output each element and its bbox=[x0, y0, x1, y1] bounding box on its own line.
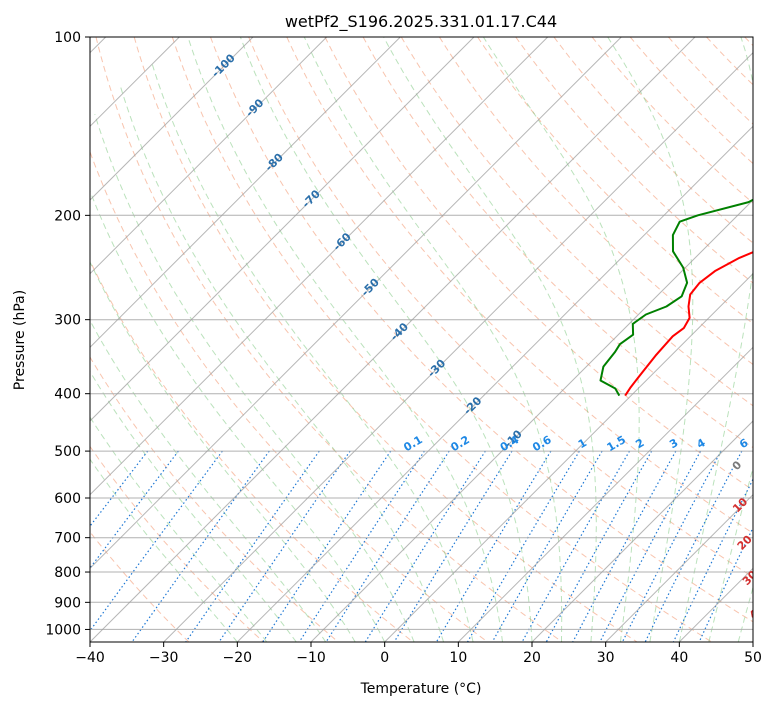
moist-adiabat-line bbox=[239, 37, 533, 642]
isotherm-line bbox=[384, 272, 753, 642]
mixing-ratio-line bbox=[521, 450, 631, 642]
dry-adiabat-line bbox=[553, 37, 753, 244]
dry-adiabat-line bbox=[171, 37, 712, 642]
y-tick-label: 800 bbox=[54, 565, 81, 581]
isotherm-line bbox=[90, 37, 401, 349]
y-axis-ticks: 100 200 300 400 500 600 700 800 900 1000 bbox=[45, 30, 90, 638]
moist-adiabat-line bbox=[303, 37, 563, 642]
profile-lines bbox=[599, 198, 753, 397]
dry-adiabat-line bbox=[210, 37, 753, 623]
x-tick-label: 0 bbox=[380, 650, 389, 666]
mixing-ratio-lines bbox=[90, 450, 753, 642]
moist-adiabat-line bbox=[150, 61, 474, 642]
dry-adiabat-line bbox=[400, 37, 753, 407]
moist-adiabat-line bbox=[607, 37, 694, 642]
temperature-profile-line bbox=[624, 251, 753, 397]
x-tick-label: −30 bbox=[149, 650, 179, 666]
dry-adiabat-line bbox=[90, 259, 414, 642]
mixing-ratio-line bbox=[185, 450, 320, 642]
x-axis-label: Temperature (°C) bbox=[360, 681, 482, 697]
mixing-ratio-line bbox=[572, 450, 677, 642]
dewpoint-profile-line bbox=[599, 198, 753, 397]
y-tick-label: 300 bbox=[54, 313, 81, 329]
isotherm-line bbox=[90, 37, 328, 275]
moist-adiabat-line bbox=[94, 114, 415, 642]
mixing-ratio-line bbox=[466, 450, 580, 642]
x-tick-label: −40 bbox=[75, 650, 105, 666]
isotherm-line bbox=[90, 37, 549, 496]
isotherm-line bbox=[90, 37, 254, 201]
axes-frame bbox=[89, 36, 754, 643]
plot-area: -100-90-80-70-60-50-40-30-20-100.1 0.2 0.4… bbox=[90, 37, 767, 642]
isotherm-line bbox=[90, 37, 622, 570]
x-tick-label: −20 bbox=[223, 650, 253, 666]
dry-adiabat-line bbox=[248, 37, 753, 578]
moist-adiabat-line bbox=[119, 83, 445, 642]
x-axis-ticks: −40 −30 −20 −10 0 10 20 30 40 50 bbox=[75, 642, 762, 666]
isotherm-line bbox=[605, 493, 753, 642]
moist-adiabat-label: 40 bbox=[747, 602, 767, 622]
moist-adiabat-line bbox=[737, 585, 753, 642]
y-tick-label: 700 bbox=[54, 531, 81, 547]
isotherm-line bbox=[90, 37, 475, 422]
skewed-isotherms bbox=[90, 37, 753, 642]
isotherm-line bbox=[457, 346, 753, 642]
moist-adiabat-line bbox=[383, 37, 597, 642]
y-tick-label: 500 bbox=[54, 444, 81, 460]
y-tick-label: 100 bbox=[54, 30, 81, 46]
y-axis-label: Pressure (hPa) bbox=[12, 290, 28, 390]
x-tick-label: −10 bbox=[296, 650, 326, 666]
dry-adiabat-line bbox=[591, 37, 753, 204]
mixing-ratio-line bbox=[491, 450, 603, 642]
dry-adiabat-line bbox=[286, 37, 753, 534]
mixing-ratio-line bbox=[393, 450, 513, 642]
mixing-ratio-line bbox=[621, 450, 722, 642]
y-tick-label: 900 bbox=[54, 595, 81, 611]
x-tick-label: 40 bbox=[670, 650, 688, 666]
dry-adiabat-line bbox=[133, 37, 638, 642]
mixing-ratio-line bbox=[131, 450, 270, 642]
mixing-ratio-line bbox=[364, 450, 486, 642]
moist-adiabat-line bbox=[90, 260, 356, 642]
pressure-gridlines bbox=[90, 37, 753, 630]
mixing-ratio-line bbox=[698, 526, 753, 642]
mixing-ratio-line bbox=[545, 450, 653, 642]
moist-adiabats bbox=[90, 37, 753, 642]
dry-adiabat-line bbox=[324, 37, 753, 491]
isotherm-line bbox=[531, 420, 753, 642]
moist-adiabat-line bbox=[90, 319, 327, 642]
moist-adiabat-line bbox=[90, 416, 268, 642]
mixing-ratio-line bbox=[90, 450, 149, 528]
dry-adiabat-line bbox=[90, 445, 264, 642]
moist-adiabat-line bbox=[90, 370, 297, 642]
moist-adiabat-line bbox=[482, 37, 640, 642]
y-tick-label: 400 bbox=[54, 387, 81, 403]
isotherm-line bbox=[310, 199, 753, 642]
x-tick-label: 50 bbox=[744, 650, 762, 666]
x-tick-label: 10 bbox=[449, 650, 467, 666]
y-tick-label: 600 bbox=[54, 491, 81, 507]
y-tick-label: 200 bbox=[54, 208, 81, 224]
mixing-ratio-line bbox=[218, 450, 351, 642]
isotherm-line bbox=[236, 125, 753, 642]
y-tick-label: 1000 bbox=[45, 622, 81, 638]
mixing-ratio-line bbox=[599, 450, 702, 642]
dry-adiabat-line bbox=[90, 356, 339, 642]
dry-adiabat-line bbox=[438, 37, 753, 366]
dry-adiabat-line bbox=[95, 37, 563, 642]
x-tick-label: 30 bbox=[597, 650, 615, 666]
mixing-ratio-line bbox=[435, 450, 552, 642]
isotherm-line bbox=[163, 51, 753, 642]
moist-adiabat-line bbox=[187, 37, 503, 642]
chart-title: wetPf2_S196.2025.331.01.17.C44 bbox=[285, 12, 557, 32]
moist-adiabat-line bbox=[678, 37, 753, 642]
x-tick-label: 20 bbox=[523, 650, 541, 666]
isotherm-line bbox=[90, 37, 696, 642]
